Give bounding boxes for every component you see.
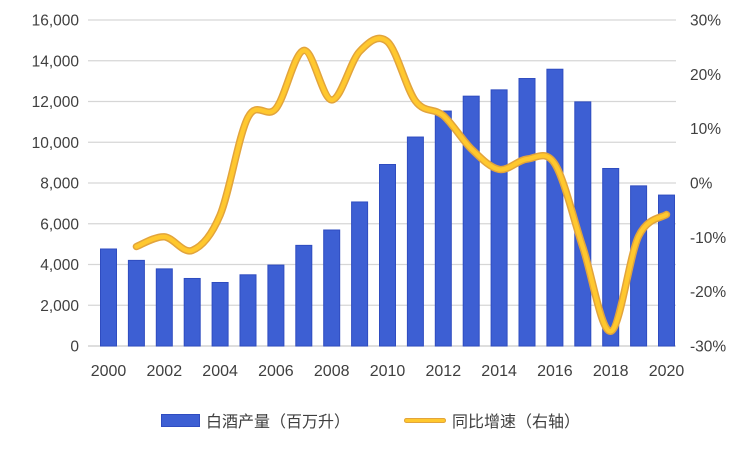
x-axis-tick-label: 2018 [593, 363, 629, 380]
bar-2015 [518, 78, 536, 347]
bar-series-swatch-icon [161, 413, 200, 427]
bar-2018 [602, 167, 620, 347]
right-axis-tick-label: -10% [690, 230, 726, 247]
legend-item-growth: 同比增速（右轴） [404, 409, 580, 431]
right-axis-tick-label: 10% [690, 121, 721, 138]
left-axis-tick-label: 14,000 [32, 53, 80, 70]
bar-2010 [379, 163, 396, 347]
bar-2006 [267, 264, 285, 347]
line-series-swatch-icon [404, 417, 446, 423]
right-axis-tick-label: -30% [690, 339, 726, 356]
legend-item-production: 白酒产量（百万升） [161, 409, 350, 431]
bar-2014 [490, 89, 508, 347]
x-axis-tick-label: 2014 [481, 363, 517, 380]
left-axis-tick-label: 16,000 [32, 13, 80, 30]
x-axis-tick-label: 2010 [370, 363, 406, 380]
right-axis-tick-label: 0% [690, 176, 713, 193]
x-axis-tick-label: 2000 [91, 363, 127, 380]
left-axis-tick-label: 4,000 [40, 257, 79, 274]
right-axis-tick-label: 20% [690, 67, 721, 84]
bar-2005 [239, 274, 257, 347]
bar-2009 [351, 201, 369, 347]
bar-2000 [100, 248, 117, 347]
left-axis-tick-label: 2,000 [40, 298, 79, 315]
bar-series-legend-label: 白酒产量（百万升） [206, 414, 351, 431]
bar-2004 [211, 281, 229, 347]
growth-line [134, 36, 669, 334]
bar-2007 [295, 244, 313, 347]
bar-2013 [462, 95, 480, 347]
x-axis-tick-label: 2008 [314, 363, 350, 380]
line-series-legend-label: 同比增速（右轴） [452, 414, 581, 431]
bar-2003 [183, 277, 201, 347]
left-axis-tick-label: 8,000 [40, 176, 79, 193]
x-axis-tick-label: 2004 [202, 363, 238, 380]
left-axis-tick-label: 12,000 [32, 94, 80, 111]
left-axis-tick-label: 10,000 [32, 135, 80, 152]
right-axis-tick-label: 30% [690, 13, 721, 30]
bar-2016 [546, 68, 564, 347]
bar-2002 [155, 268, 173, 347]
x-axis-tick-label: 2016 [537, 363, 573, 380]
x-axis-tick-label: 2012 [426, 363, 462, 380]
bar-2020 [658, 194, 675, 347]
right-axis-tick-label: -20% [690, 284, 726, 301]
bar-2008 [323, 229, 341, 347]
x-axis-tick-label: 2020 [649, 363, 685, 380]
bar-2012 [434, 110, 452, 347]
bar-2001 [127, 259, 145, 347]
x-axis-tick-label: 2006 [258, 363, 294, 380]
x-axis-tick-label: 2002 [147, 363, 183, 380]
left-axis-tick-label: 6,000 [40, 216, 79, 233]
left-axis-tick-label: 0 [70, 339, 79, 356]
bar-2011 [406, 136, 424, 347]
